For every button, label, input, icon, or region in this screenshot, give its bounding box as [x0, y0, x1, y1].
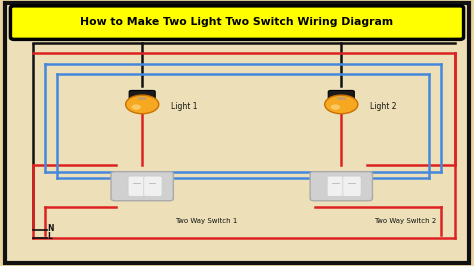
Text: L: L	[47, 232, 52, 241]
Text: Two Way Switch 2: Two Way Switch 2	[374, 218, 437, 224]
Text: Two Way Switch 1: Two Way Switch 1	[175, 218, 238, 224]
FancyBboxPatch shape	[5, 3, 469, 263]
Text: Light 1: Light 1	[171, 102, 197, 111]
FancyBboxPatch shape	[327, 176, 346, 196]
FancyBboxPatch shape	[10, 6, 464, 39]
FancyBboxPatch shape	[129, 90, 155, 101]
Text: How to Make Two Light Two Switch Wiring Diagram: How to Make Two Light Two Switch Wiring …	[81, 17, 393, 27]
FancyBboxPatch shape	[328, 90, 354, 101]
Text: Light 2: Light 2	[370, 102, 396, 111]
FancyBboxPatch shape	[128, 176, 146, 196]
FancyBboxPatch shape	[343, 176, 361, 196]
FancyBboxPatch shape	[310, 172, 373, 201]
Bar	[337, 97, 346, 100]
Circle shape	[131, 105, 141, 110]
FancyBboxPatch shape	[144, 176, 162, 196]
Circle shape	[126, 95, 159, 114]
Bar	[138, 97, 146, 100]
Circle shape	[325, 95, 358, 114]
FancyBboxPatch shape	[111, 172, 173, 201]
Circle shape	[331, 105, 340, 110]
Text: N: N	[47, 224, 54, 233]
